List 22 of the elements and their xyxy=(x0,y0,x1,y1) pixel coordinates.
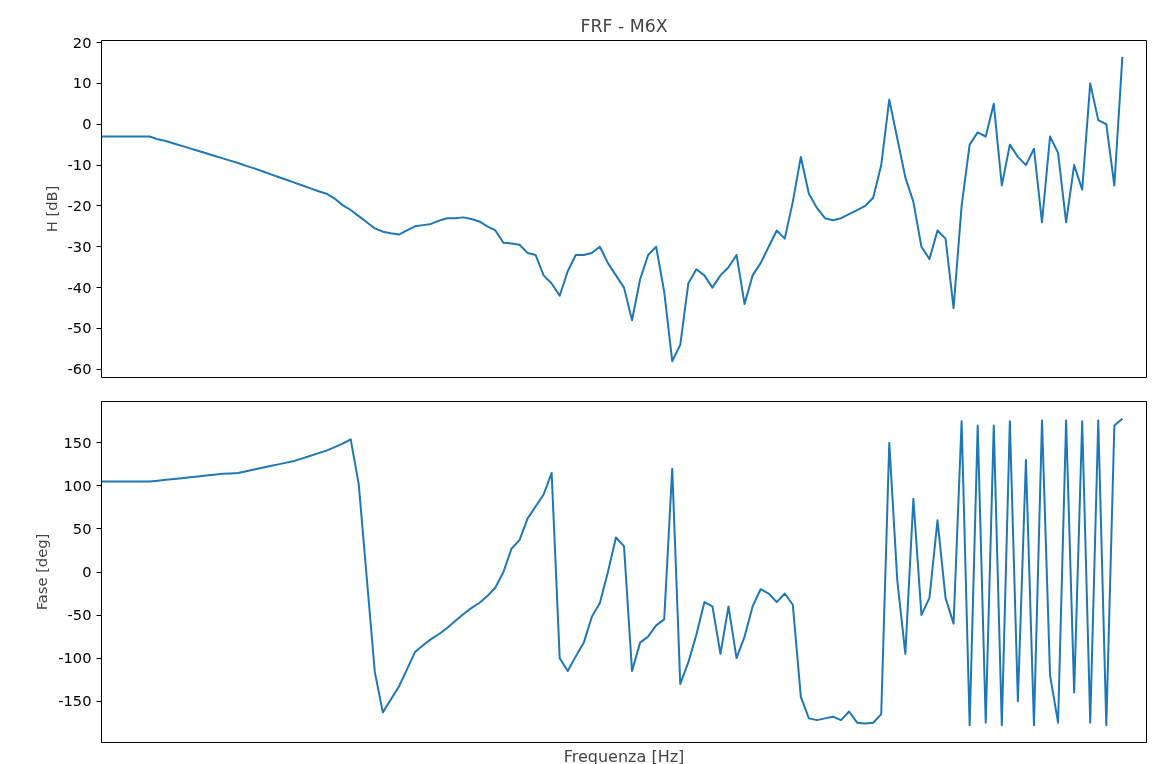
y-tick-label: -10 xyxy=(67,156,92,174)
y-tick-label: 10 xyxy=(72,74,92,92)
y-tick-label: -30 xyxy=(67,237,92,255)
chart-title: FRF - M6X xyxy=(580,15,668,36)
y-tick-label: -100 xyxy=(58,649,92,667)
y-tick-label: -50 xyxy=(67,319,92,337)
y-axis-title: H [dB] xyxy=(42,185,60,233)
y-tick-label: 50 xyxy=(72,519,92,537)
line-series xyxy=(101,55,1124,363)
y-tick-label: -60 xyxy=(67,360,92,378)
y-tick-label: -150 xyxy=(58,692,92,710)
y-tick-label: -50 xyxy=(67,606,92,624)
y-tick-label: 20 xyxy=(72,33,92,51)
y-axis-title: Fase [deg] xyxy=(33,533,51,611)
line-series xyxy=(101,417,1124,727)
y-tick-label: 150 xyxy=(63,433,92,451)
y-tick-label: -20 xyxy=(67,196,92,214)
y-tick-label: 0 xyxy=(82,115,92,133)
y-tick-label: -40 xyxy=(67,278,92,296)
y-tick-label: 0 xyxy=(82,563,92,580)
x-axis-title: Frequenza [Hz] xyxy=(563,746,685,764)
y-tick-label: 100 xyxy=(63,476,92,494)
